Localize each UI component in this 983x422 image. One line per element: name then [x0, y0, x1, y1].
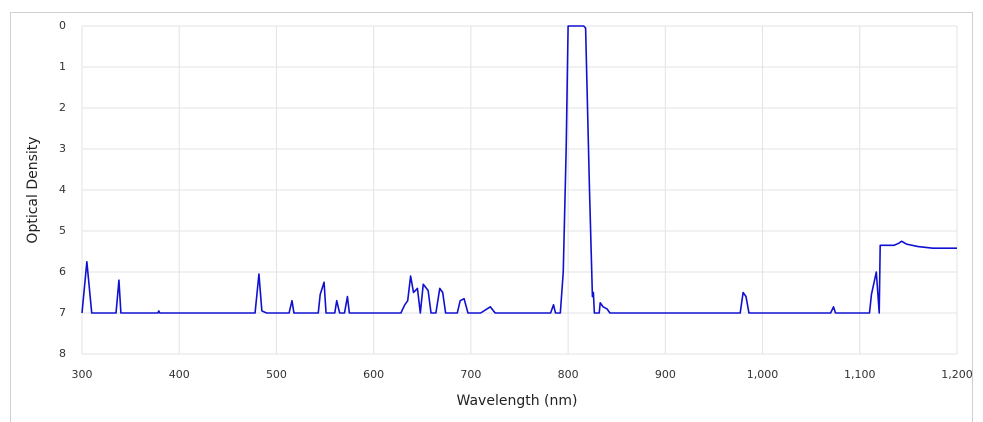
- y-tick-label: 4: [59, 183, 66, 196]
- y-axis-title: Optical Density: [25, 136, 41, 243]
- x-tick-label: 500: [266, 368, 287, 381]
- y-tick-label: 3: [59, 142, 66, 155]
- y-tick-label: 7: [59, 306, 66, 319]
- x-tick-label: 300: [72, 368, 93, 381]
- data-line: [81, 25, 957, 314]
- x-tick-label: 600: [363, 368, 384, 381]
- y-tick-label: 2: [59, 101, 66, 114]
- x-tick-label: 1,200: [941, 368, 973, 381]
- chart-frame: [10, 12, 973, 422]
- x-tick-label: 400: [169, 368, 190, 381]
- y-tick-label: 0: [59, 19, 66, 32]
- x-axis-title: Wavelength (nm): [457, 393, 578, 409]
- y-tick-label: 5: [59, 224, 66, 237]
- x-tick-label: 800: [558, 368, 579, 381]
- x-tick-label: 900: [655, 368, 676, 381]
- x-tick-label: 1,100: [844, 368, 876, 381]
- y-tick-label: 1: [59, 60, 66, 73]
- y-tick-label: 8: [59, 347, 66, 360]
- x-tick-label: 700: [460, 368, 481, 381]
- x-tick-label: 1,000: [747, 368, 779, 381]
- y-tick-label: 6: [59, 265, 66, 278]
